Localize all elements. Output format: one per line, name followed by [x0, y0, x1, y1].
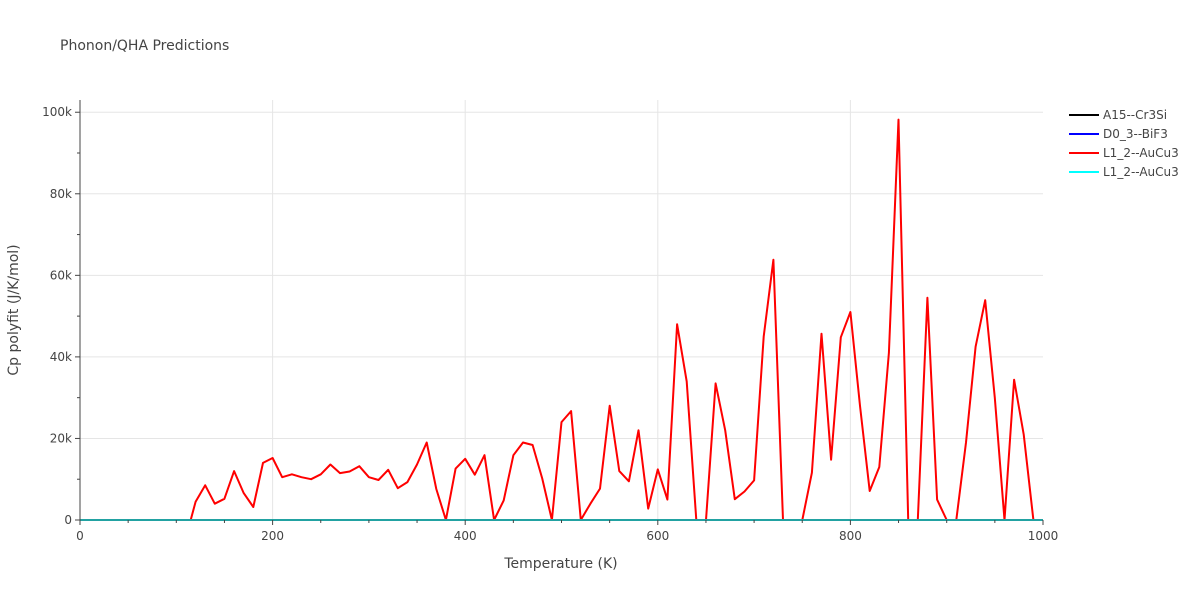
grid	[80, 100, 1043, 520]
series-lines	[80, 118, 1043, 521]
y-tick-label: 0	[64, 513, 72, 527]
y-tick-label: 60k	[50, 268, 72, 282]
y-axis-title: Cp polyfit (J/K/mol)	[6, 244, 22, 375]
series-line-2	[80, 118, 1035, 521]
legend: A15--Cr3Si D0_3--BiF3 L1_2--AuCu3 L1_2--AuC…	[1069, 108, 1179, 179]
y-tick-label: 100k	[42, 105, 72, 119]
x-tick-labels: 0 200 400 600 800 1000	[76, 529, 1058, 543]
x-tick-label: 800	[839, 529, 862, 543]
x-tick-label: 600	[646, 529, 669, 543]
y-tick-label: 80k	[50, 187, 72, 201]
legend-label: L1_2--AuCu3	[1103, 146, 1179, 160]
x-tick-label: 0	[76, 529, 84, 543]
chart-title: Phonon/QHA Predictions	[60, 38, 229, 54]
axes	[75, 100, 1044, 525]
x-tick-label: 400	[454, 529, 477, 543]
legend-label: L1_2--AuCu3	[1103, 165, 1179, 179]
x-tick-label: 1000	[1028, 529, 1059, 543]
legend-label: D0_3--BiF3	[1103, 127, 1168, 141]
x-tick-label: 200	[261, 529, 284, 543]
y-tick-labels: 0 20k 40k 60k 80k 100k	[42, 105, 72, 527]
y-tick-label: 40k	[50, 350, 72, 364]
x-axis-title: Temperature (K)	[503, 556, 617, 572]
y-tick-label: 20k	[50, 431, 72, 445]
legend-label: A15--Cr3Si	[1103, 108, 1167, 122]
